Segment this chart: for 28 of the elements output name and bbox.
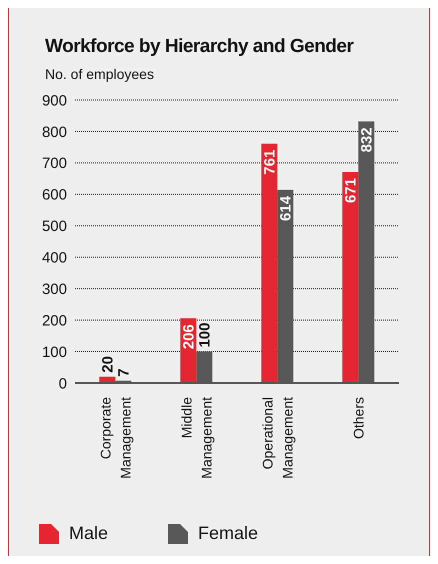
data-label: 7 — [115, 368, 132, 377]
data-label: 20 — [99, 356, 116, 373]
x-tick-label: Corporate Management — [98, 396, 134, 479]
legend-label: Female — [198, 523, 258, 544]
y-tick-label: 800 — [42, 124, 67, 141]
y-tick-label: 100 — [42, 344, 67, 361]
bar — [261, 144, 278, 383]
data-label: 832 — [358, 127, 376, 152]
y-tick-label: 0 — [58, 375, 67, 392]
y-tick-label: 700 — [42, 155, 67, 172]
x-tick-label: Middle Management — [178, 396, 214, 479]
legend-label: Male — [69, 523, 108, 544]
y-tick-label: 300 — [42, 280, 67, 298]
y-tick-label: 900 — [42, 92, 67, 110]
y-tick-label: 400 — [42, 250, 67, 267]
data-label: 100 — [196, 322, 214, 348]
x-tick-label: Operational Management — [260, 396, 296, 479]
chart-subtitle: No. of employees — [44, 65, 155, 82]
chart-title: Workforce by Hierarchy and Gender — [44, 35, 355, 58]
data-label: 614 — [277, 195, 294, 221]
data-label: 761 — [261, 150, 278, 175]
data-label: 671 — [342, 178, 360, 204]
bar — [342, 172, 358, 383]
y-tick-label: 500 — [42, 218, 67, 236]
y-tick-label: 200 — [42, 312, 67, 330]
x-tick-label: Others — [350, 397, 366, 440]
data-label: 206 — [180, 324, 198, 350]
y-tick-label: 600 — [42, 186, 67, 204]
